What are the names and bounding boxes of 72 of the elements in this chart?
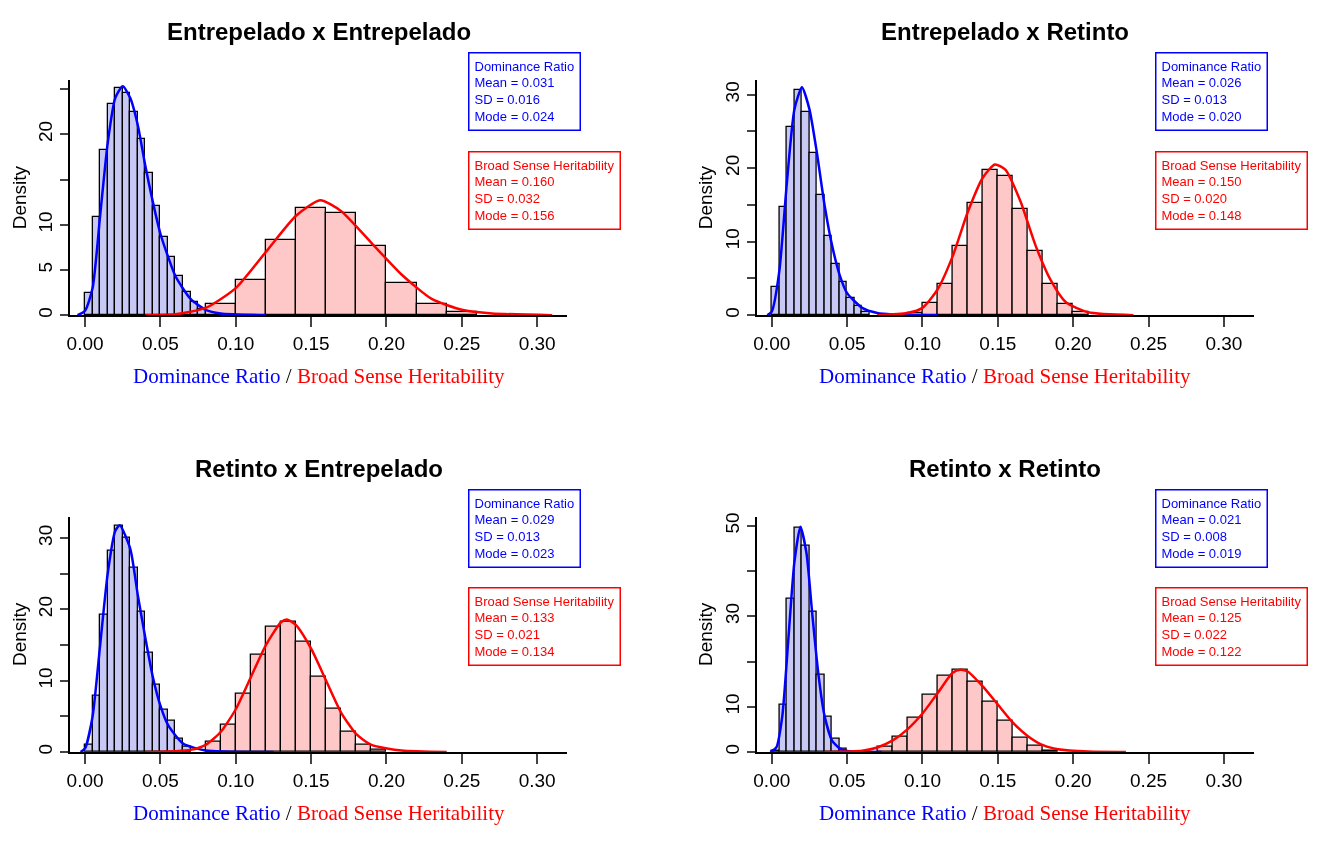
text: Dominance Ratio <box>1161 58 1262 74</box>
x-tick-label: 0.20 <box>1054 333 1092 354</box>
x-tick-label: 0.10 <box>903 333 941 354</box>
x-tick-label: 0.10 <box>217 769 255 791</box>
x-tick-label: 0.30 <box>1205 333 1243 354</box>
y-axis-title: Density <box>8 165 30 230</box>
annotation: Mean = 0.125 SD = 0.022 Mode = 0.122 <box>1161 610 1242 660</box>
y-tick-label: 0 <box>722 743 744 755</box>
x-tick-label: 0.20 <box>367 769 405 791</box>
y-tick-label: 30 <box>722 81 744 103</box>
x-tick-label: 0.05 <box>141 769 179 791</box>
annotation: Mean = 0.026 SD = 0.013 Mode = 0.020 <box>1161 75 1242 125</box>
y-tick-label: 20 <box>35 596 57 618</box>
x-tick-label: 0.15 <box>979 333 1017 354</box>
x-tick-label: 0.10 <box>217 333 255 354</box>
x-tick-label: 0.15 <box>292 769 330 791</box>
annotation: Mean = 0.150 SD = 0.020 Mode = 0.148 <box>1161 174 1242 224</box>
x-tick-label: 0.20 <box>1054 769 1092 791</box>
x-tick-label: 0.10 <box>903 769 941 791</box>
text: Broad Sense Heritability <box>1161 157 1302 173</box>
y-tick-label: 30 <box>35 524 57 546</box>
y-axis-title: Density <box>695 602 717 667</box>
x-tick-label: 0.30 <box>1205 769 1243 791</box>
x-axis-title: Dominance Ratio / Broad Sense Heritability <box>133 801 506 825</box>
x-tick-label: 0.30 <box>518 333 556 354</box>
x-axis-title: Dominance Ratio / Broad Sense Heritability <box>819 801 1192 825</box>
x-tick-label: 0.25 <box>1130 333 1168 354</box>
x-tick-label: 0.15 <box>292 333 330 354</box>
x-tick-label: 0.25 <box>443 769 481 791</box>
text: Dominance Ratio <box>1161 495 1262 511</box>
x-tick-label: 0.05 <box>828 769 866 791</box>
chart-title: Retinto x Retinto <box>909 455 1101 482</box>
x-tick-label: 0.00 <box>753 769 791 791</box>
y-tick-label: 10 <box>35 667 57 689</box>
x-tick-label: 0.05 <box>141 333 179 354</box>
y-tick-label: 5 <box>35 261 57 273</box>
x-tick-label: 0.20 <box>367 333 405 354</box>
text: Dominance Ratio <box>474 495 575 511</box>
chart-title: Retinto x Entrepelado <box>195 455 444 482</box>
y-tick-label: 10 <box>35 211 57 233</box>
chart-title: Entrepelado x Retinto <box>881 18 1130 45</box>
y-axis-title: Density <box>695 165 717 230</box>
y-tick-label: 0 <box>722 307 744 318</box>
y-tick-label: 10 <box>722 228 744 250</box>
annotation: Mean = 0.160 SD = 0.032 Mode = 0.156 <box>474 174 555 224</box>
y-tick-label: 30 <box>722 602 744 625</box>
chart-title: Entrepelado x Entrepelado <box>167 18 472 45</box>
text: Broad Sense Heritability <box>474 157 615 173</box>
x-axis-title: Dominance Ratio / Broad Sense Heritability <box>133 364 506 388</box>
x-tick-label: 0.25 <box>443 333 481 354</box>
annotation: Mean = 0.133 SD = 0.021 Mode = 0.134 <box>474 610 555 660</box>
y-tick-label: 20 <box>35 120 57 142</box>
y-tick-label: 50 <box>722 512 744 534</box>
x-tick-label: 0.00 <box>66 769 104 791</box>
y-tick-label: 20 <box>722 154 744 176</box>
x-tick-label: 0.05 <box>828 333 866 354</box>
x-tick-label: 0.00 <box>753 333 791 354</box>
y-axis-title: Density <box>8 602 30 667</box>
annotation: Mean = 0.021 SD = 0.008 Mode = 0.019 <box>1161 512 1242 562</box>
annotation: Mean = 0.031 SD = 0.016 Mode = 0.024 <box>474 75 555 125</box>
text: Broad Sense Heritability <box>474 593 615 609</box>
annotation: Mean = 0.029 SD = 0.013 Mode = 0.023 <box>474 512 555 562</box>
x-tick-label: 0.25 <box>1130 769 1168 791</box>
x-tick-label: 0.30 <box>518 769 556 791</box>
text: Dominance Ratio <box>474 58 575 74</box>
x-tick-label: 0.15 <box>979 769 1017 791</box>
x-tick-label: 0.00 <box>66 333 104 354</box>
y-tick-label: 0 <box>35 743 57 755</box>
text: Broad Sense Heritability <box>1161 593 1302 609</box>
y-tick-label: 0 <box>35 307 57 318</box>
y-tick-label: 10 <box>722 693 744 715</box>
x-axis-title: Dominance Ratio / Broad Sense Heritability <box>819 364 1192 388</box>
